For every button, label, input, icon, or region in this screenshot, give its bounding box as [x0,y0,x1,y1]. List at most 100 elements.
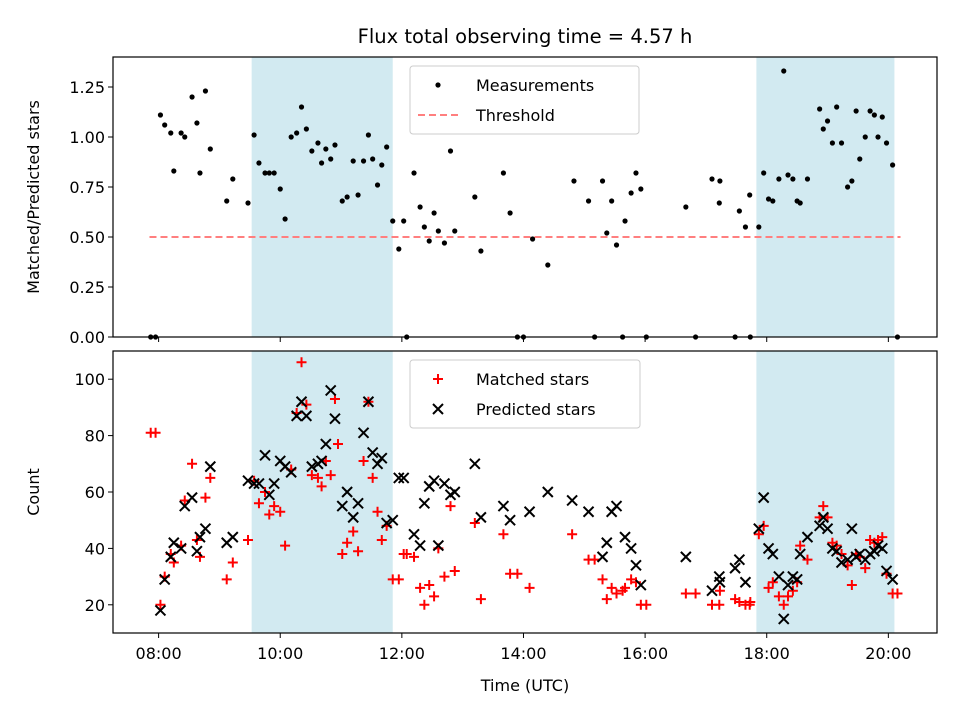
matched-star-point [620,582,631,593]
legend-label: Threshold [475,106,555,125]
predicted-star-point [376,452,388,464]
matched-star-point [401,549,412,560]
measurement-point [824,118,831,124]
predicted-star-point [469,458,481,470]
measurement-point [294,130,300,136]
measurement-point [761,170,767,176]
measurement-point [709,176,715,182]
predicted-star-point [199,522,212,535]
measurement-point [370,156,376,162]
measurement-point [871,112,877,118]
matched-star-point [269,501,280,512]
measurement-point [500,170,507,176]
predicted-star-point [268,477,280,490]
measurement-point [599,178,606,184]
measurement-point [318,160,325,166]
predicted-star-point [380,517,393,529]
legend-marker-predicted [432,403,444,415]
measurement-point [838,140,845,146]
predicted-star-point [418,497,431,509]
measurement-point [384,144,390,150]
measurement-point [435,228,441,234]
matched-star-point [187,458,198,469]
matched-star-point [424,580,435,591]
measurement-point [256,160,262,166]
predicted-star-point [813,520,826,532]
matched-star-point [150,427,161,438]
measurement-point [230,176,236,182]
predicted-star-point [329,412,341,425]
measurement-point [781,68,787,74]
matched-star-point [714,599,725,610]
predicted-star-point [449,486,461,498]
matched-star-point [333,439,344,450]
predicted-star-point [739,576,752,588]
predicted-star-point [290,410,303,422]
predicted-star-point [428,475,440,487]
matched-star-point [296,357,307,368]
predicted-star-point [408,528,420,541]
count-panel: 20 40 60 80 100 08:00 10:00 12:00 14:00 16:00 18:0… [24,350,938,695]
legend-label: Measurements [476,76,594,95]
legend-box [409,65,640,135]
measurement-point [770,198,776,204]
measurement-point [857,156,863,162]
measurement-point [339,198,345,204]
measurement-point [202,88,209,94]
predicted-star-point [880,565,893,577]
predicted-star-point [778,613,790,625]
matched-star-point [745,596,756,607]
y-tick-label: 0.00 [69,328,105,347]
matched-star-point [690,588,701,599]
measurement-point [189,94,195,100]
predicted-star-point [801,531,814,543]
matched-star-point [200,492,211,503]
matched-star-point [567,529,578,540]
measurement-point [207,146,213,152]
measurement-point [309,148,315,154]
measurement-point [717,178,723,184]
matched-star-point [680,588,691,599]
legend-marker-measurements [435,82,441,88]
measurement-point [862,134,868,140]
matched-star-point [342,537,353,548]
matched-star-point [524,582,535,593]
measurement-point [890,162,896,168]
measurement-point [633,170,639,176]
predicted-star-point [596,551,609,563]
matched-star-point [641,599,652,610]
y-tick-label: 0.50 [69,228,105,247]
predicted-star-point [733,553,746,566]
x-tick-label: 18:00 [744,644,790,663]
predicted-star-point [158,573,171,586]
measurement-point [182,134,188,140]
measurement-point [431,210,437,216]
matched-star-point [264,509,275,520]
matched-star-point [512,568,523,579]
measurement-point [628,190,634,196]
predicted-star-point [393,472,405,484]
predicted-star-point [582,506,595,518]
measurement-point [747,192,753,198]
measurement-point [277,186,283,192]
predicted-star-point [625,542,637,555]
predicted-star-point [362,396,375,408]
predicted-star-point [753,522,765,535]
measurement-point [447,148,454,154]
measurement-point [262,170,268,176]
measurement-point [245,200,251,206]
matched-star-point [860,563,871,574]
predicted-star-point [306,460,318,473]
measurement-point [507,210,513,216]
x-tick-label: 16:00 [622,644,668,663]
measurement-point [756,224,762,230]
predicted-star-point [438,477,451,490]
matched-star-point [353,546,364,557]
measurement-point [288,134,294,140]
measurement-point [683,204,689,210]
predicted-star-point [432,539,445,552]
predicted-star-point [794,548,806,560]
predicted-star-point [729,562,741,574]
measurement-point [879,114,885,120]
